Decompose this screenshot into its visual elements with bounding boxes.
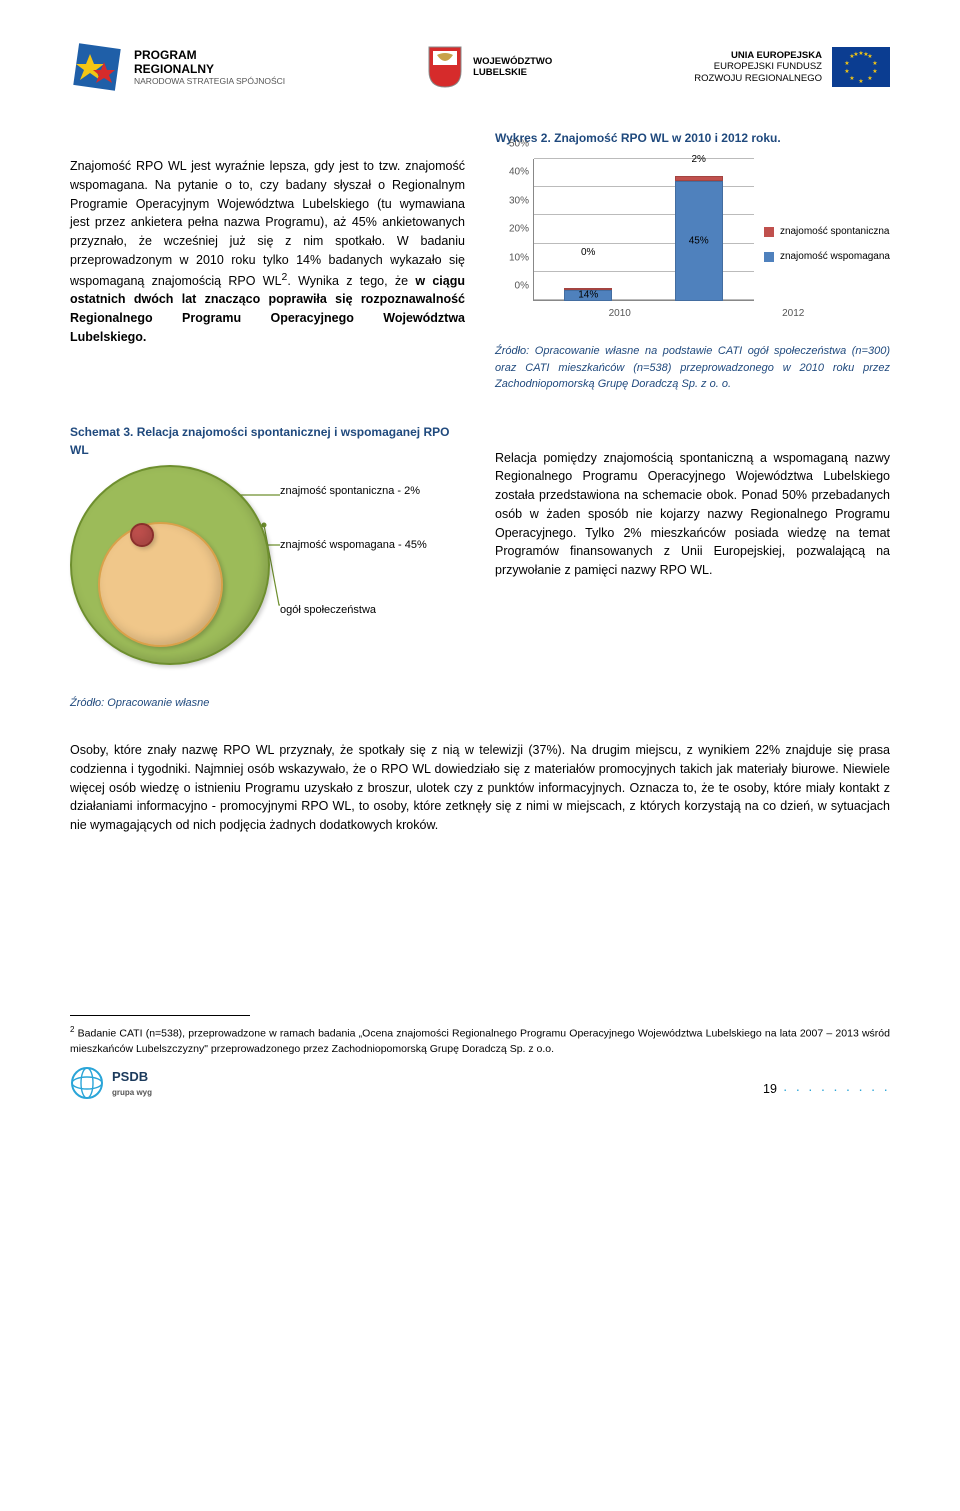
ytick-label: 50%	[495, 137, 529, 152]
xtick-label: 2010	[609, 306, 631, 321]
para1: Znajomość RPO WL jest wyraźnie lepsza, g…	[70, 157, 465, 347]
legend-label: znajomość spontaniczna	[780, 224, 890, 239]
concentric-rings	[70, 465, 270, 665]
ring-label: znajmość wspomagana - 45%	[280, 537, 427, 554]
logo2-line1: WOJEWÓDZTWO	[473, 56, 552, 67]
legend-swatch	[764, 252, 774, 262]
chart2-title: Wykres 2. Znajomość RPO WL w 2010 i 2012…	[495, 129, 890, 147]
chart2-source: Źródło: Opracowanie własne na podstawie …	[495, 343, 890, 393]
footer-psdb: PSDB	[112, 1067, 152, 1087]
program-regionalny-icon	[70, 40, 124, 94]
ring-wspomagana	[98, 522, 223, 647]
ytick-label: 30%	[495, 193, 529, 208]
bar-segment: 45%	[675, 181, 723, 301]
footnote-rule	[70, 1015, 250, 1016]
ring-label: znajmość spontaniczna - 2%	[280, 483, 427, 500]
pagenum: 19	[763, 1080, 777, 1099]
para2: Relacja pomiędzy znajomością spontaniczn…	[495, 449, 890, 580]
schemat3-diagram: znajmość spontaniczna - 2% znajmość wspom…	[70, 465, 465, 665]
logo1-line2: REGIONALNY	[134, 62, 285, 76]
logo-wojewodztwo: WOJEWÓDZTWO LUBELSKIE	[427, 45, 552, 89]
ring-label: ogół społeczeństwa	[280, 602, 427, 619]
svg-text:★: ★	[844, 60, 849, 67]
bar-segment	[675, 176, 723, 181]
schemat3-source: Źródło: Opracowanie własne	[70, 695, 465, 712]
page: PROGRAM REGIONALNY NARODOWA STRATEGIA SP…	[0, 0, 960, 1130]
bar-stack: 14%0%	[564, 261, 612, 301]
bar-top-label: 2%	[675, 152, 723, 167]
header-logos: PROGRAM REGIONALNY NARODOWA STRATEGIA SP…	[70, 40, 890, 94]
bar-top-label: 0%	[564, 245, 612, 260]
legend-swatch	[764, 227, 774, 237]
section-wykres2: Znajomość RPO WL jest wyraźnie lepsza, g…	[70, 129, 890, 393]
ring-labels: znajmość spontaniczna - 2% znajmość wspom…	[280, 465, 427, 665]
footer-logo-text: PSDB grupa wyg	[112, 1067, 152, 1099]
ytick-label: 0%	[495, 279, 529, 294]
para1-a: Znajomość RPO WL jest wyraźnie lepsza, g…	[70, 159, 465, 288]
bar-stack: 45%2%	[675, 168, 723, 301]
logo1-line1: PROGRAM	[134, 48, 285, 62]
bar-value-label: 14%	[565, 288, 611, 303]
chart2-col: Wykres 2. Znajomość RPO WL w 2010 i 2012…	[495, 129, 890, 393]
legend-item: znajomość spontaniczna	[764, 224, 890, 239]
xtick-label: 2012	[782, 306, 804, 321]
logo3-text: UNIA EUROPEJSKA EUROPEJSKI FUNDUSZ ROZWO…	[694, 50, 822, 84]
bar-segment: 14%	[564, 290, 612, 301]
eu-flag-icon: ★★★ ★★★ ★★★ ★★★	[832, 47, 890, 87]
footnote: 2 Badanie CATI (n=538), przeprowadzone w…	[70, 1024, 890, 1058]
logo3-line2: EUROPEJSKI FUNDUSZ	[694, 61, 822, 72]
bar-group: 14% 0%	[533, 159, 643, 301]
legend-item: znajomość wspomagana	[764, 249, 890, 264]
logo-eu: UNIA EUROPEJSKA EUROPEJSKI FUNDUSZ ROZWO…	[694, 47, 890, 87]
chart2-legend: znajomość spontaniczna znajomość wspomaga…	[764, 159, 890, 329]
lubelskie-crest-icon	[427, 45, 463, 89]
section-schemat3: Schemat 3. Relacja znajomości spontanicz…	[70, 423, 890, 712]
ytick-label: 40%	[495, 165, 529, 180]
ytick-label: 20%	[495, 222, 529, 237]
ring-spontaniczna	[130, 523, 154, 547]
bar-group: 45%2%	[643, 159, 753, 301]
logo1-sub: NARODOWA STRATEGIA SPÓJNOŚCI	[134, 76, 285, 86]
logo2-line2: LUBELSKIE	[473, 67, 552, 78]
psdb-icon	[70, 1066, 104, 1100]
svg-text:★: ★	[853, 51, 858, 58]
svg-text:★: ★	[858, 78, 863, 85]
para1-col: Znajomość RPO WL jest wyraźnie lepsza, g…	[70, 129, 465, 393]
para3: Osoby, które znały nazwę RPO WL przyznał…	[70, 741, 890, 835]
chart2-wrap: 14%0%45%2% 0%10%20%30%40%50%20102012 zna…	[495, 159, 890, 329]
svg-text:★: ★	[844, 68, 849, 75]
schemat3-title: Schemat 3. Relacja znajomości spontanicz…	[70, 423, 465, 459]
chart2-plot: 14%0%45%2% 0%10%20%30%40%50%20102012	[495, 159, 754, 329]
footer-right: 19 · · · · · · · · ·	[763, 1079, 890, 1100]
logo1-text: PROGRAM REGIONALNY NARODOWA STRATEGIA SP…	[134, 48, 285, 87]
svg-text:★: ★	[872, 60, 877, 67]
para1-b: . Wynika z tego, że	[287, 274, 415, 288]
footer-sub: grupa wyg	[112, 1087, 152, 1099]
logo3-line1: UNIA EUROPEJSKA	[694, 50, 822, 61]
bar-segment	[564, 288, 612, 290]
logo3-line3: ROZWOJU REGIONALNEGO	[694, 73, 822, 84]
legend-label: znajomość wspomagana	[780, 249, 890, 264]
footer: PSDB grupa wyg 19 · · · · · · · · ·	[70, 1058, 890, 1100]
chart2-bars: 14% 0% 45%2%	[533, 159, 754, 301]
footer-dots: · · · · · · · · ·	[783, 1079, 890, 1100]
footnote-text: Badanie CATI (n=538), przeprowadzone w r…	[70, 1027, 890, 1055]
logo2-text: WOJEWÓDZTWO LUBELSKIE	[473, 56, 552, 79]
svg-text:★: ★	[849, 75, 854, 82]
svg-text:★: ★	[863, 51, 868, 58]
schemat3-col: Schemat 3. Relacja znajomości spontanicz…	[70, 423, 465, 712]
ytick-label: 10%	[495, 250, 529, 265]
svg-text:★: ★	[867, 75, 872, 82]
logo-program-regionalny: PROGRAM REGIONALNY NARODOWA STRATEGIA SP…	[70, 40, 285, 94]
para2-col: Relacja pomiędzy znajomością spontaniczn…	[495, 423, 890, 712]
footer-logo: PSDB grupa wyg	[70, 1066, 152, 1100]
svg-text:★: ★	[872, 68, 877, 75]
bar-value-label: 45%	[676, 233, 722, 248]
